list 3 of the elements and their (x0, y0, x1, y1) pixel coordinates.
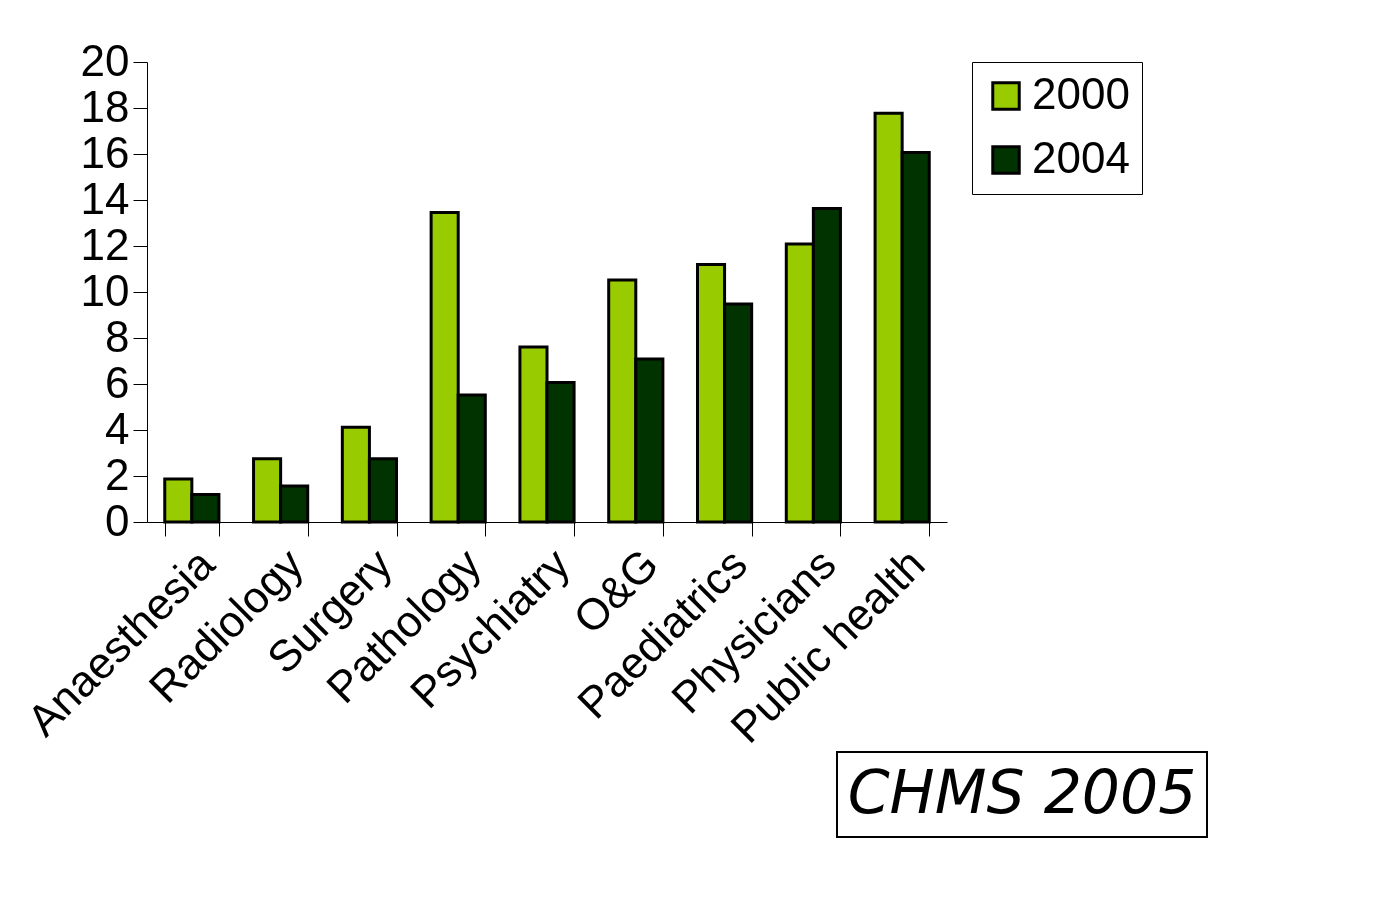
legend-label: 2004 (1032, 133, 1130, 182)
legend-label: 2000 (1032, 69, 1130, 118)
text: CHMS 2005 (847, 757, 1197, 827)
